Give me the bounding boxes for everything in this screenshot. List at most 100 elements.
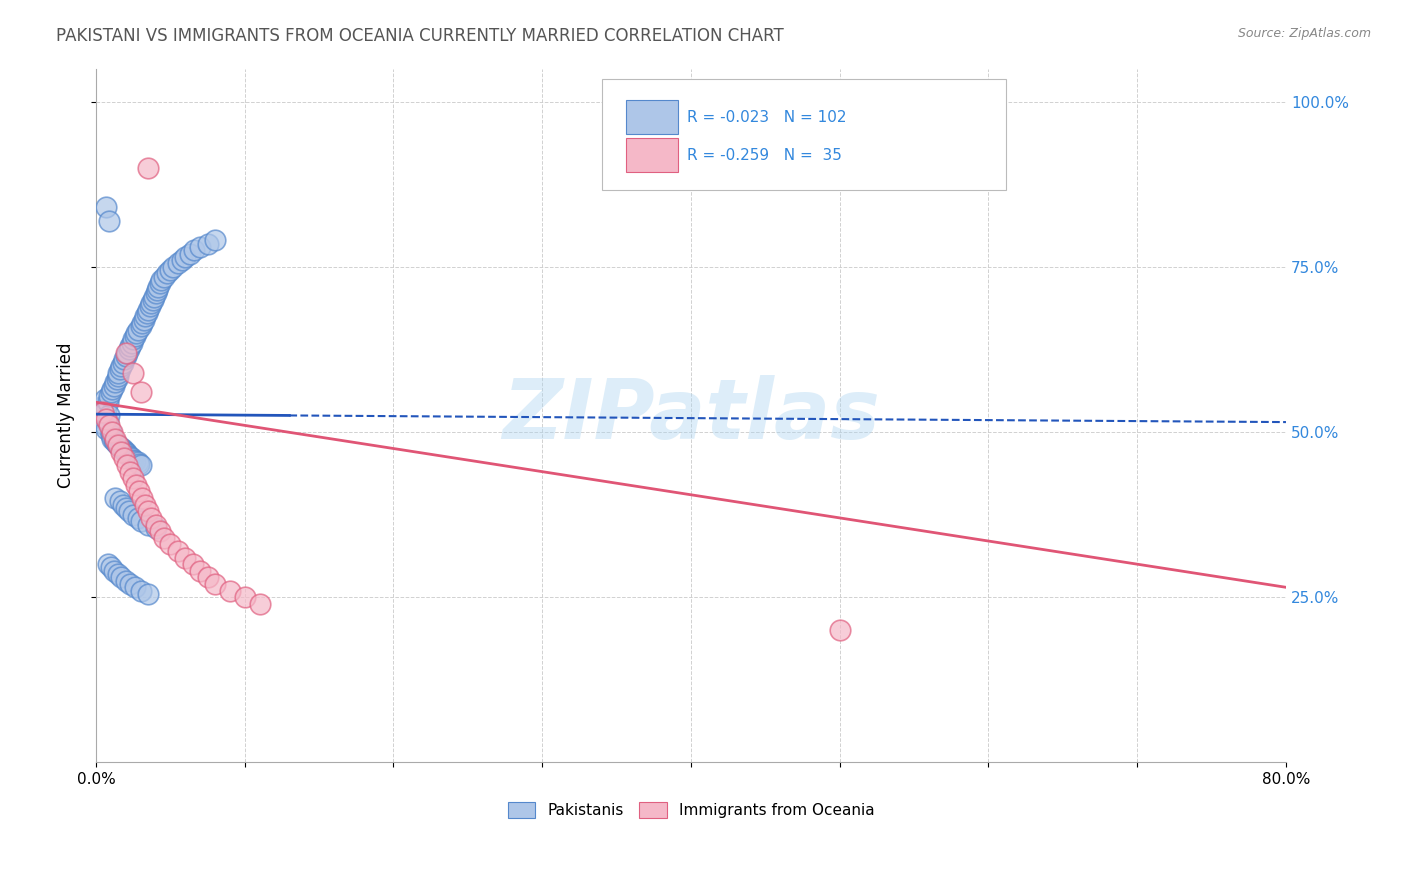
Point	[96, 200, 118, 214]
Point	[148, 279, 170, 293]
Point	[138, 300, 160, 314]
Point	[103, 433, 125, 447]
Point	[97, 557, 120, 571]
Point	[128, 484, 150, 499]
Point	[153, 269, 176, 284]
Point	[110, 570, 132, 584]
Point	[93, 405, 115, 419]
Point	[100, 560, 122, 574]
Point	[110, 359, 132, 373]
FancyBboxPatch shape	[602, 78, 1007, 190]
Point	[114, 445, 136, 459]
Text: R = -0.023   N = 102: R = -0.023 N = 102	[688, 111, 846, 125]
Point	[104, 434, 127, 449]
Y-axis label: Currently Married: Currently Married	[58, 343, 75, 488]
Point	[127, 323, 149, 337]
Point	[233, 591, 256, 605]
Point	[131, 491, 153, 505]
Point	[110, 445, 132, 459]
Point	[107, 438, 129, 452]
Point	[129, 514, 152, 528]
Text: Source: ZipAtlas.com: Source: ZipAtlas.com	[1237, 27, 1371, 40]
Point	[122, 471, 145, 485]
Point	[134, 498, 156, 512]
Point	[110, 441, 132, 455]
Point	[108, 440, 131, 454]
Point	[149, 277, 172, 291]
Point	[156, 266, 179, 280]
Point	[124, 329, 146, 343]
Point	[136, 302, 159, 317]
Point	[98, 213, 121, 227]
Point	[162, 260, 184, 274]
Point	[100, 385, 122, 400]
FancyBboxPatch shape	[626, 101, 678, 135]
Point	[96, 411, 118, 425]
Point	[97, 395, 120, 409]
Point	[118, 504, 141, 518]
Point	[149, 524, 172, 538]
Point	[181, 557, 204, 571]
Point	[96, 422, 118, 436]
Point	[101, 425, 124, 439]
Point	[125, 326, 148, 340]
Point	[146, 283, 169, 297]
Text: PAKISTANI VS IMMIGRANTS FROM OCEANIA CURRENTLY MARRIED CORRELATION CHART: PAKISTANI VS IMMIGRANTS FROM OCEANIA CUR…	[56, 27, 785, 45]
Point	[111, 356, 134, 370]
Point	[114, 574, 136, 588]
Point	[94, 392, 117, 406]
Point	[128, 457, 150, 471]
Point	[188, 564, 211, 578]
Point	[124, 580, 146, 594]
Point	[112, 352, 135, 367]
Point	[188, 240, 211, 254]
Point	[204, 577, 226, 591]
Point	[124, 454, 146, 468]
Point	[114, 446, 136, 460]
Point	[118, 343, 141, 357]
Point	[145, 517, 167, 532]
Point	[96, 401, 118, 416]
Point	[174, 550, 197, 565]
Text: R = -0.259   N =  35: R = -0.259 N = 35	[688, 148, 842, 162]
Point	[828, 624, 851, 638]
Point	[103, 564, 125, 578]
Point	[117, 345, 139, 359]
Point	[111, 498, 134, 512]
Point	[101, 382, 124, 396]
Point	[121, 451, 143, 466]
Point	[145, 286, 167, 301]
Point	[112, 451, 135, 466]
Point	[100, 428, 122, 442]
Point	[105, 372, 128, 386]
Point	[117, 458, 139, 472]
Point	[219, 583, 242, 598]
Point	[135, 306, 157, 320]
Point	[132, 312, 155, 326]
Point	[204, 233, 226, 247]
Point	[107, 368, 129, 383]
Point	[141, 293, 163, 307]
Point	[112, 443, 135, 458]
Point	[179, 246, 201, 260]
Point	[104, 376, 127, 390]
Point	[174, 250, 197, 264]
Point	[93, 399, 115, 413]
Point	[107, 366, 129, 380]
Point	[166, 544, 188, 558]
Point	[143, 289, 166, 303]
Point	[114, 345, 136, 359]
Point	[89, 405, 111, 419]
Point	[134, 310, 156, 324]
Point	[118, 449, 141, 463]
Point	[98, 409, 121, 423]
Point	[104, 491, 127, 505]
Point	[139, 296, 162, 310]
Point	[136, 504, 159, 518]
Point	[117, 447, 139, 461]
Point	[197, 236, 219, 251]
Point	[120, 577, 142, 591]
Point	[120, 450, 142, 464]
Point	[122, 366, 145, 380]
Point	[249, 597, 271, 611]
